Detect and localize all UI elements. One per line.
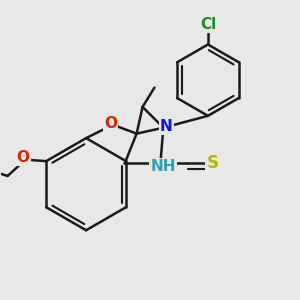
Text: S: S [206,154,218,172]
Text: N: N [160,119,173,134]
Text: O: O [104,116,117,131]
Text: O: O [16,150,29,165]
Text: NH: NH [151,159,176,174]
Text: Cl: Cl [200,17,216,32]
